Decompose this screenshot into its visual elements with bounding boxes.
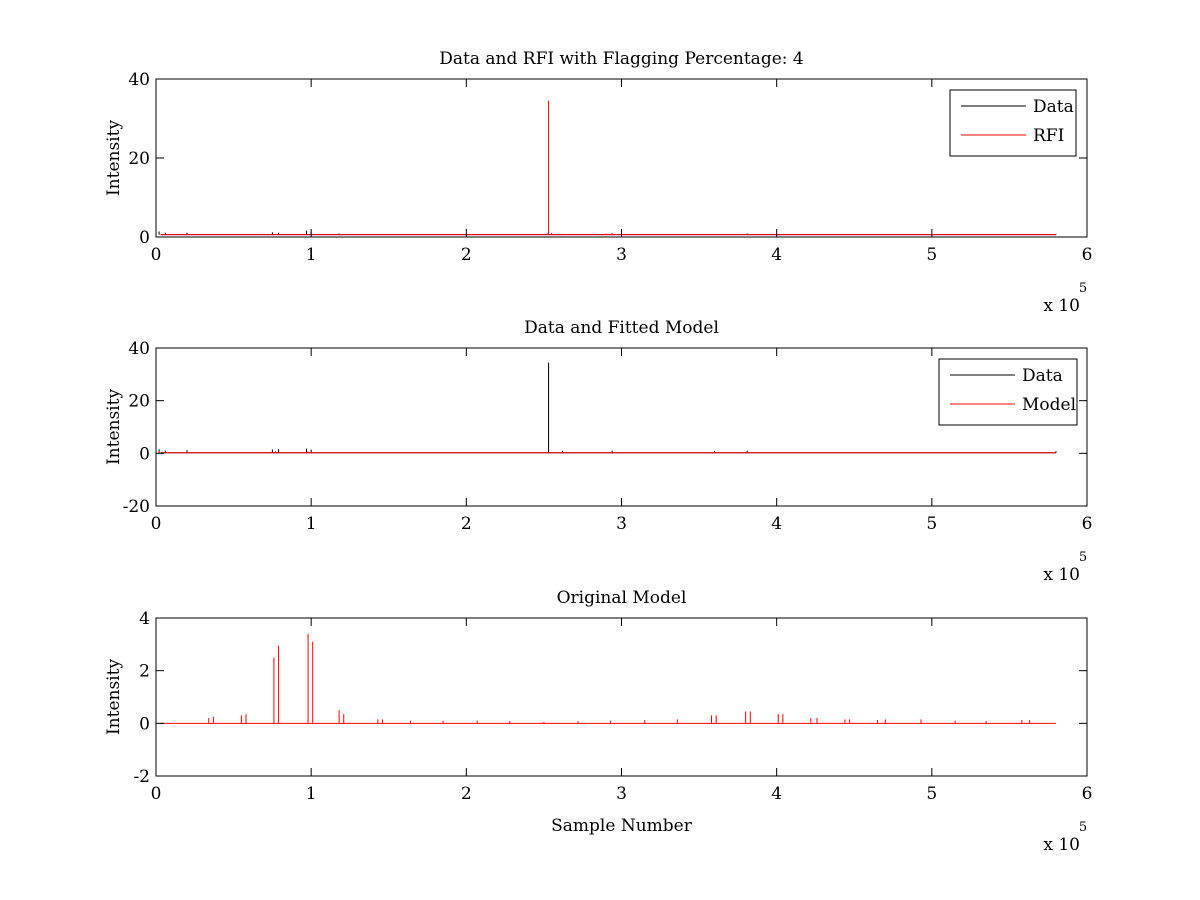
x-tick-label: 0 (151, 514, 162, 534)
series-rfi-line (160, 100, 1056, 236)
x-multiplier-exponent: 5 (1079, 550, 1087, 565)
y-tick-label: -20 (123, 497, 150, 517)
x-tick-label: 5 (926, 245, 937, 265)
legend-frame (938, 358, 1078, 426)
x-tick-label: 1 (306, 514, 317, 534)
x-tick-label: 1 (306, 784, 317, 804)
y-tick-label: 20 (128, 149, 150, 169)
x-tick-label: 0 (151, 784, 162, 804)
legend-label: Data (1022, 366, 1063, 386)
x-tick-label: 6 (1082, 245, 1093, 265)
x-axis-label: Sample Number (551, 816, 693, 836)
y-tick-label: 0 (139, 444, 150, 464)
x-tick-label: 4 (771, 514, 782, 534)
x-tick-label: 5 (926, 514, 937, 534)
x-tick-label: 3 (616, 784, 627, 804)
y-tick-label: 20 (128, 392, 150, 412)
y-tick-label: 4 (139, 609, 150, 629)
plot-area (158, 100, 1057, 236)
x-multiplier-exponent: 5 (1079, 281, 1087, 296)
legend: Data RFI (949, 89, 1077, 157)
x-multiplier-label: x 10 (1043, 835, 1080, 855)
series-model-line (158, 451, 1056, 454)
x-tick-label: 2 (461, 245, 472, 265)
y-tick-label: 40 (128, 339, 150, 359)
chart-title: Data and Fitted Model (524, 318, 719, 338)
y-axis-label: Intensity (104, 659, 124, 735)
plot-area (160, 633, 1056, 724)
chart-title: Data and RFI with Flagging Percentage: 4 (439, 49, 803, 69)
x-tick-label: 3 (616, 245, 627, 265)
x-tick-label: 2 (461, 784, 472, 804)
series-model-line (160, 633, 1056, 724)
axes-frame (155, 78, 1088, 238)
x-multiplier-label: x 10 (1043, 565, 1080, 585)
legend-label: Data (1033, 97, 1074, 117)
x-tick-label: 2 (461, 514, 472, 534)
y-tick-label: 40 (128, 70, 150, 90)
chart-title: Original Model (557, 588, 687, 608)
legend: Data Model (938, 358, 1078, 426)
y-axis-label: Intensity (104, 120, 124, 196)
plot-area (158, 362, 1057, 454)
y-tick-label: 2 (139, 662, 150, 682)
axes-frame (155, 617, 1088, 777)
y-tick-label: 0 (139, 228, 150, 248)
legend-label: Model (1022, 395, 1076, 415)
x-tick-label: 6 (1082, 784, 1093, 804)
x-tick-label: 0 (151, 245, 162, 265)
x-tick-label: 4 (771, 784, 782, 804)
x-tick-label: 3 (616, 514, 627, 534)
x-tick-label: 6 (1082, 514, 1093, 534)
x-tick-label: 5 (926, 784, 937, 804)
legend-label: RFI (1033, 126, 1064, 146)
y-axis-label: Intensity (104, 389, 124, 465)
x-tick-label: 1 (306, 245, 317, 265)
x-multiplier-exponent: 5 (1079, 820, 1087, 835)
subplot-1: 0 1 2 3 4 5 6 0 20 40 Data and RFI with Flagging P… (104, 49, 1092, 316)
y-tick-label: 0 (139, 714, 150, 734)
x-multiplier-label: x 10 (1043, 296, 1080, 316)
legend-frame (949, 89, 1077, 157)
y-tick-label: -2 (133, 767, 150, 787)
x-tick-label: 4 (771, 245, 782, 265)
